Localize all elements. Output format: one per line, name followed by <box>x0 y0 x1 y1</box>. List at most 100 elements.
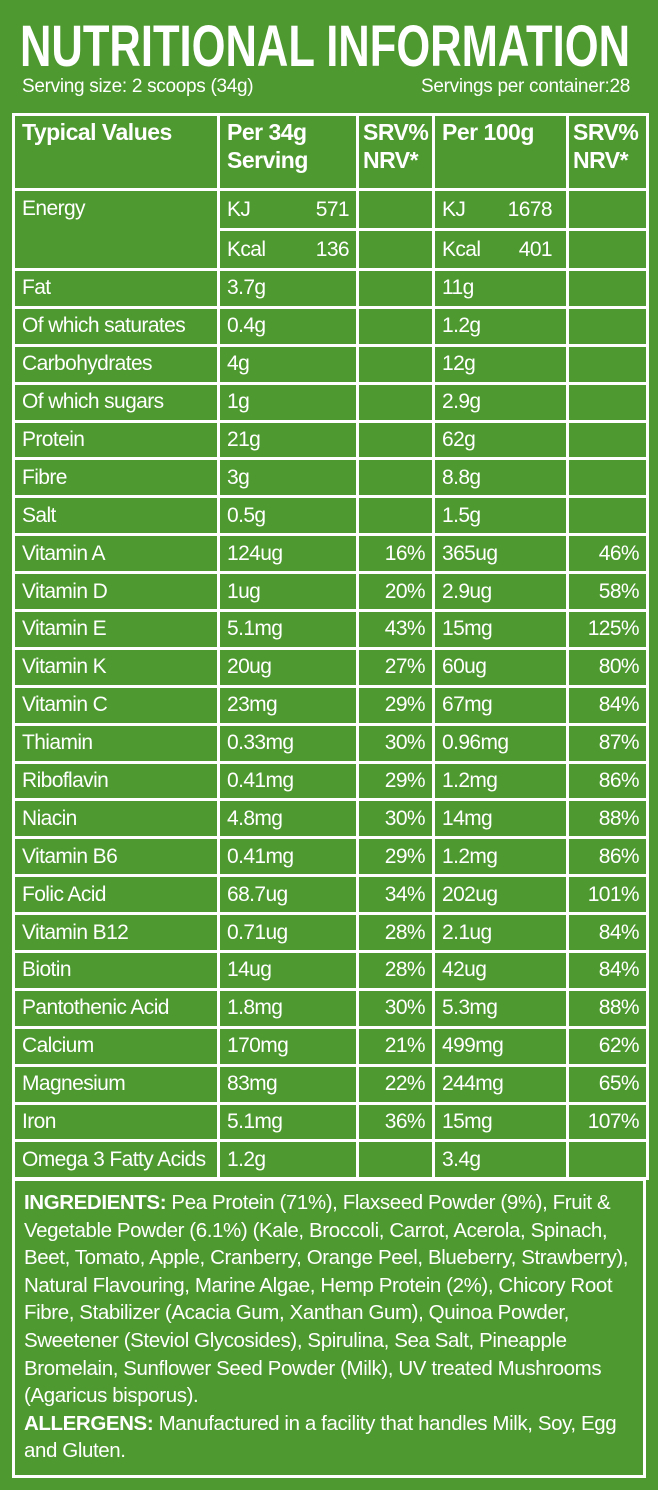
srv-100g: 101% <box>566 874 649 916</box>
row-label: Protein <box>12 419 220 461</box>
srv-100g: 46% <box>566 533 649 575</box>
row-label: Folic Acid <box>12 874 220 916</box>
nutrient-row: Protein 21g 62g <box>12 419 649 461</box>
energy-unit: Kcal <box>442 237 481 261</box>
srv-100g: 107% <box>566 1101 649 1143</box>
column-header: Per 100g <box>432 113 569 191</box>
per-serving: 124ug <box>217 533 359 575</box>
nutrient-row: Calcium 170mg 21% 499mg 62% <box>12 1025 649 1067</box>
energy-row: Kcal 136 Kcal 401 <box>14 228 649 271</box>
row-label: Carbohydrates <box>12 343 220 385</box>
row-label: Calcium <box>12 1025 220 1067</box>
row-label: Of which saturates <box>12 307 220 347</box>
srv-serving: 16% <box>356 533 435 575</box>
row-label: Of which sugars <box>12 383 220 423</box>
srv-cell <box>566 228 649 271</box>
energy-value: 1678 <box>507 197 553 221</box>
column-header: Typical Values <box>12 113 220 191</box>
nutrient-row: Of which sugars 1g 2.9g <box>12 381 649 423</box>
per-serving: 1ug <box>217 571 359 613</box>
per-100g: 2.1ug <box>432 912 569 954</box>
per-serving: 5.1mg <box>217 609 359 650</box>
per-serving: 20ug <box>217 646 359 688</box>
srv-serving: 36% <box>356 1101 435 1143</box>
row-label: Riboflavin <box>12 760 220 802</box>
per-100g: 1.5g <box>432 495 569 537</box>
nutrient-row: Thiamin 0.33mg 30% 0.96mg 87% <box>12 722 649 764</box>
per-100g: 3.4g <box>432 1139 569 1181</box>
srv-cell <box>356 188 435 231</box>
srv-serving: 28% <box>356 912 435 954</box>
nutrient-row: Omega 3 Fatty Acids 1.2g 3.4g <box>12 1139 649 1181</box>
row-label: Vitamin C <box>12 684 220 726</box>
energy-100g: KJ 1678 <box>432 188 569 231</box>
per-serving: 5.1mg <box>217 1101 359 1143</box>
energy-100g: Kcal 401 <box>432 228 569 271</box>
per-serving: 1g <box>217 381 359 423</box>
allergens: ALLERGENS: Manufactured in a facility th… <box>24 1410 635 1465</box>
per-serving: 0.71ug <box>217 912 359 954</box>
srv-100g: 84% <box>566 684 649 726</box>
srv-serving: 29% <box>356 760 435 802</box>
srv-serving: 29% <box>356 684 435 726</box>
energy-unit: KJ <box>227 197 251 221</box>
per-100g: 15mg <box>432 609 569 650</box>
nutrient-row: Magnesium 83mg 22% 244mg 65% <box>12 1063 649 1105</box>
srv-serving <box>356 457 435 499</box>
per-100g: 0.96mg <box>432 722 569 764</box>
nutrition-table: Typical Values Per 34g Serving SRV% NRV* Pe… <box>12 113 649 1181</box>
srv-serving <box>356 381 435 423</box>
nutrient-row: Niacin 4.8mg 30% 14mg 88% <box>12 798 649 840</box>
srv-serving: 21% <box>356 1025 435 1067</box>
per-serving: 3.7g <box>217 268 359 309</box>
nutrient-row: Fibre 3g 8.8g <box>12 457 649 499</box>
row-label: Fibre <box>12 457 220 499</box>
srv-serving <box>356 495 435 537</box>
per-100g: 1.2g <box>432 305 569 347</box>
srv-100g <box>566 305 649 347</box>
srv-100g <box>566 457 649 499</box>
srv-serving <box>356 343 435 385</box>
srv-100g: 58% <box>566 571 649 613</box>
srv-serving: 30% <box>356 987 435 1029</box>
row-label: Fat <box>12 268 220 309</box>
per-100g: 499mg <box>432 1025 569 1067</box>
per-100g: 8.8g <box>432 457 569 499</box>
allergens-heading: ALLERGENS: <box>24 1411 154 1435</box>
energy-unit: KJ <box>442 197 466 221</box>
per-serving: 1.8mg <box>217 987 359 1029</box>
per-serving: 0.41mg <box>217 836 359 878</box>
energy-unit: Kcal <box>227 237 266 261</box>
ingredients: INGREDIENTS: Pea Protein (71%), Flaxseed… <box>24 1189 635 1410</box>
srv-serving: 34% <box>356 874 435 916</box>
per-100g: 67mg <box>432 684 569 726</box>
energy-row: Energy KJ 571 KJ 1678 <box>12 188 649 271</box>
per-100g: 11g <box>432 268 569 309</box>
per-100g: 42ug <box>432 950 569 991</box>
srv-serving: 22% <box>356 1063 435 1105</box>
per-100g: 60ug <box>432 646 569 688</box>
per-serving: 21g <box>217 419 359 461</box>
row-label: Magnesium <box>12 1063 220 1105</box>
srv-100g: 125% <box>566 609 649 650</box>
per-serving: 68.7ug <box>217 874 359 916</box>
per-100g: 5.3mg <box>432 987 569 1029</box>
nutrient-row: Folic Acid 68.7ug 34% 202ug 101% <box>12 874 649 916</box>
srv-100g: 86% <box>566 760 649 802</box>
row-label: Vitamin E <box>12 609 220 650</box>
nutrient-row: Vitamin K 20ug 27% 60ug 80% <box>12 646 649 688</box>
servings-per-container: Servings per container:28 <box>420 76 630 97</box>
srv-serving: 30% <box>356 798 435 840</box>
nutrient-row: Carbohydrates 4g 12g <box>12 343 649 385</box>
per-100g: 202ug <box>432 874 569 916</box>
per-100g: 2.9ug <box>432 571 569 613</box>
srv-100g: 62% <box>566 1025 649 1067</box>
nutrient-row: Iron 5.1mg 36% 15mg 107% <box>12 1101 649 1143</box>
srv-cell <box>566 188 649 231</box>
srv-100g: 86% <box>566 836 649 878</box>
title: NUTRITIONAL INFORMATION <box>20 14 630 74</box>
row-label: Vitamin B6 <box>12 836 220 878</box>
srv-100g: 84% <box>566 950 649 991</box>
per-100g: 1.2mg <box>432 760 569 802</box>
